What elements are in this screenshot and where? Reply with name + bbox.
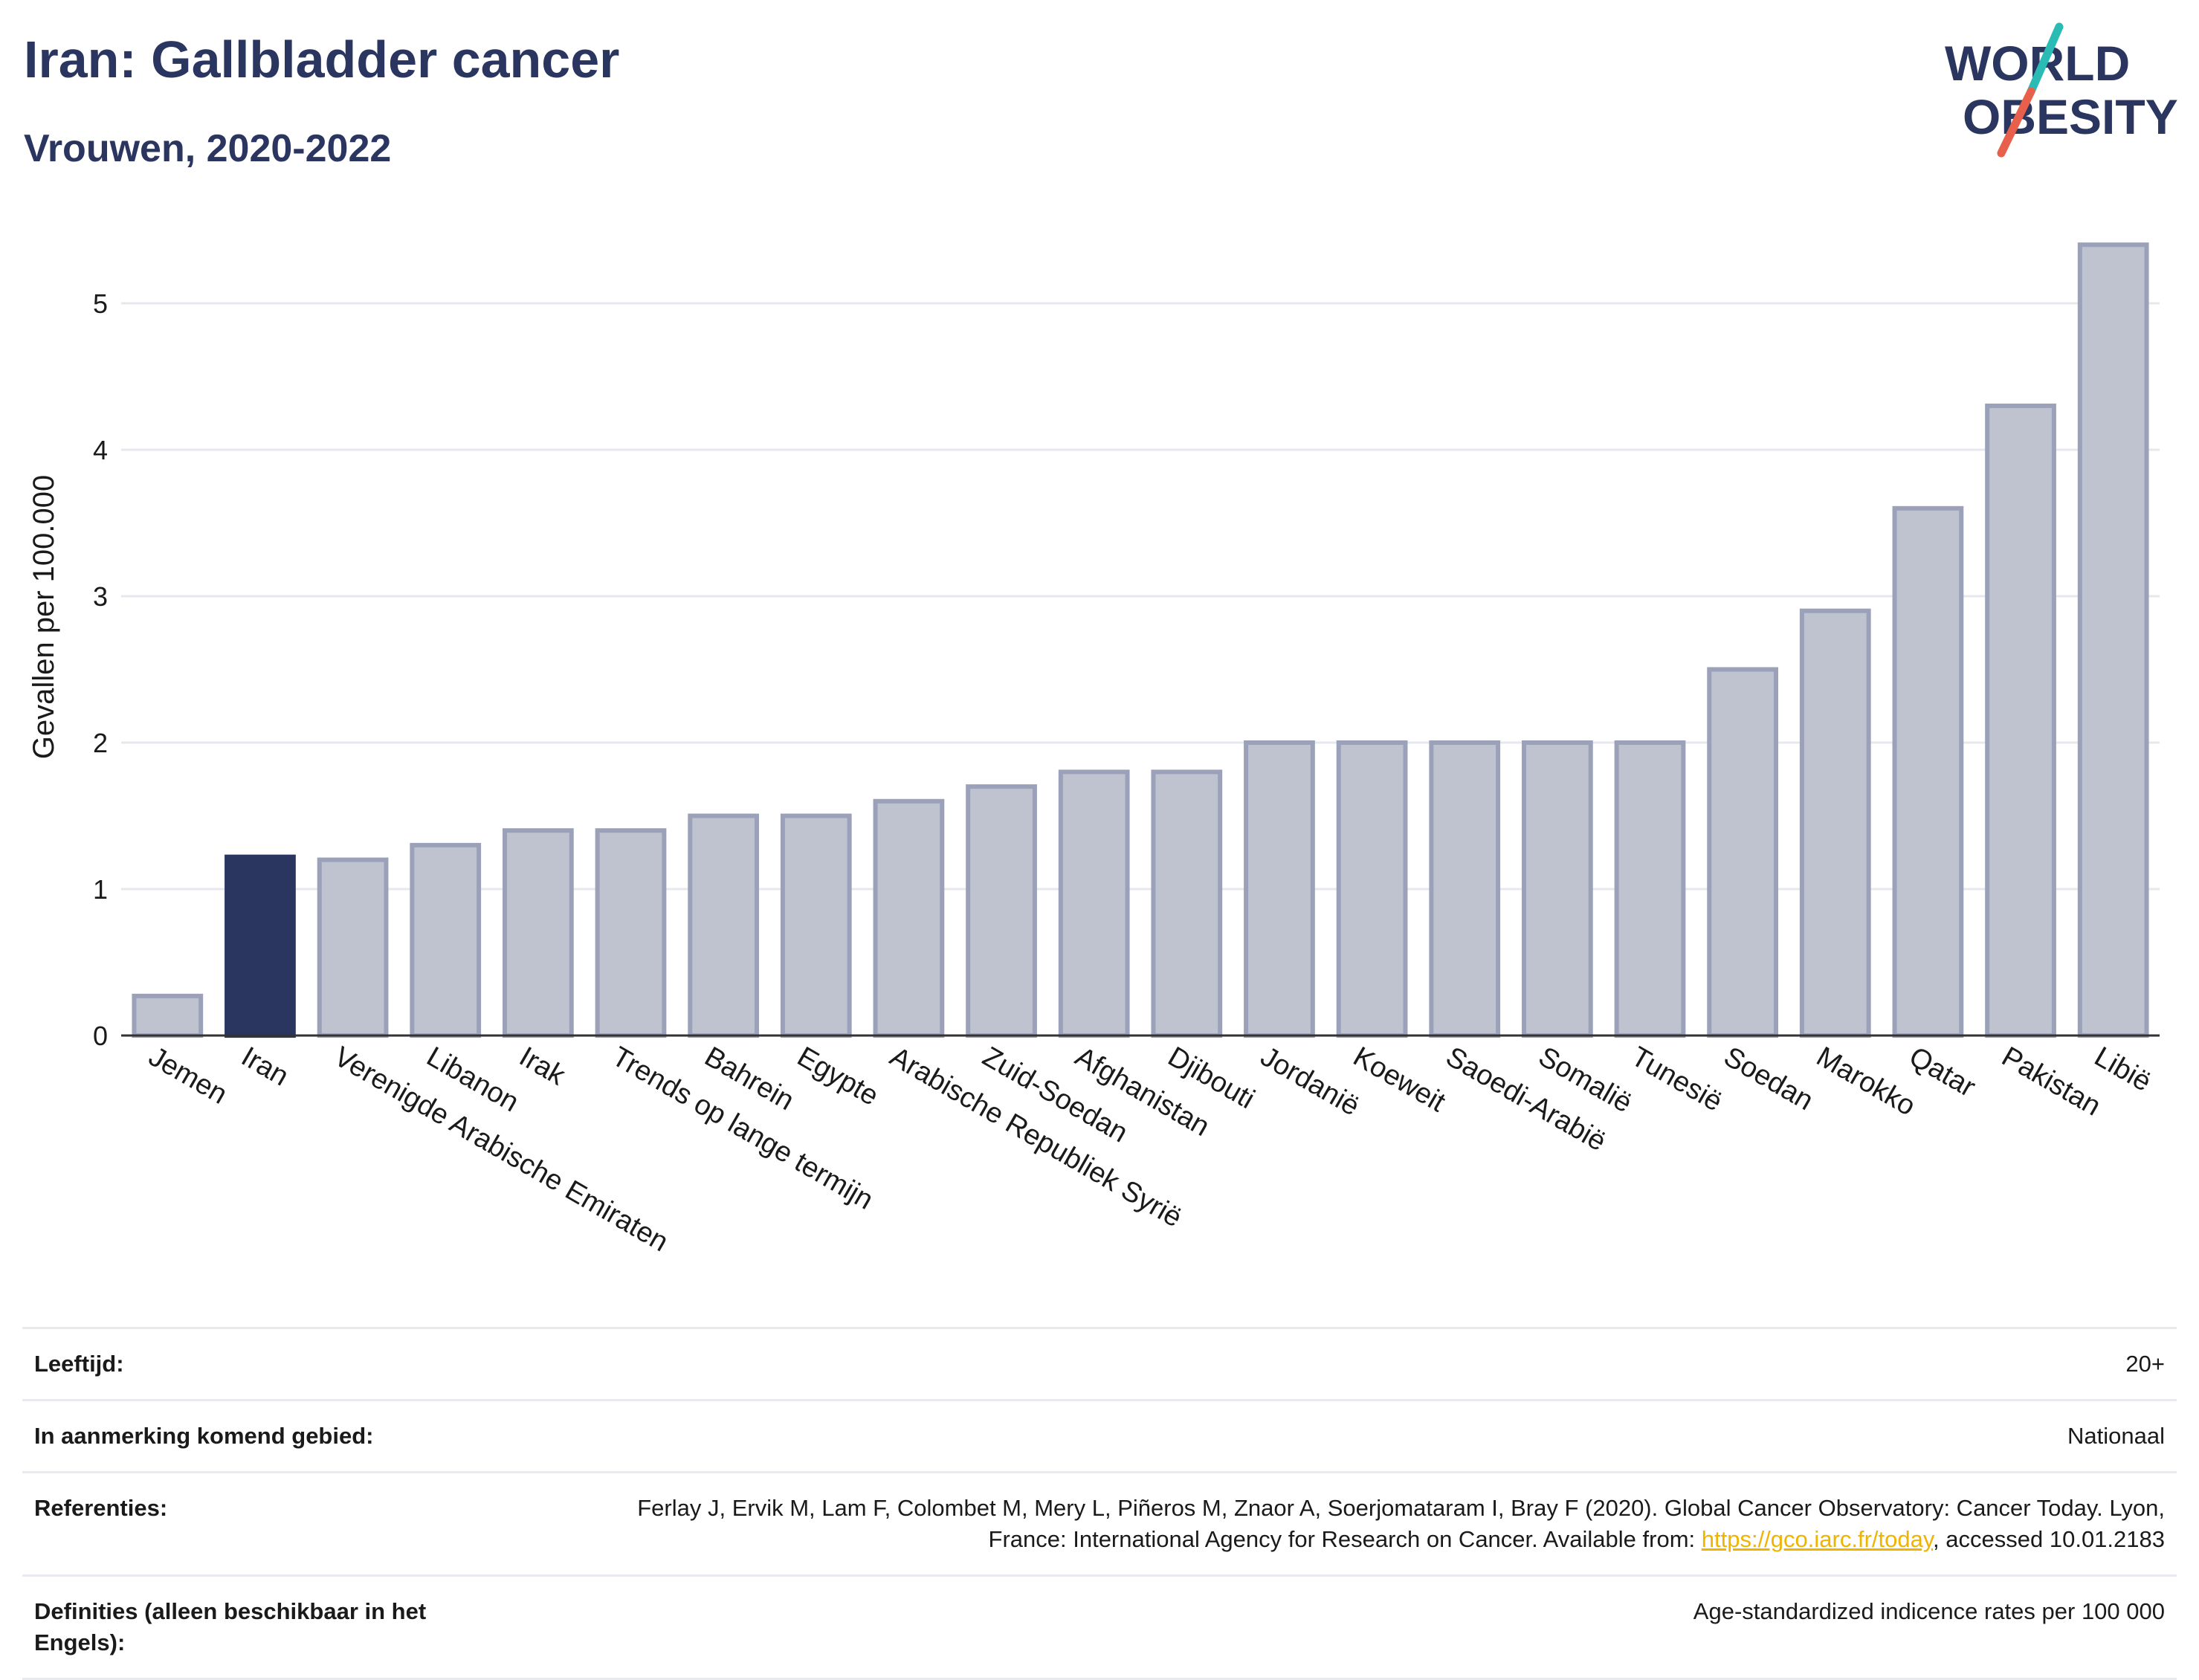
bar-chart: 0 1 2 3 4 5 Jemen Iran Verenigde Arabische Emir…: [28, 242, 2160, 1258]
info-label: Leeftijd:: [34, 1351, 124, 1377]
info-row-references: Referenties: Ferlay J, Ervik M, Lam F, C…: [22, 1471, 2177, 1574]
x-axis-labels: Jemen Iran Verenigde Arabische EmiratenLib…: [143, 1041, 2157, 1258]
bar-irak: [502, 828, 574, 1038]
x-tick-label: Tunesië: [1626, 1041, 1728, 1117]
bar-tunesi-: [1614, 740, 1686, 1038]
bar-koeweit: [1336, 740, 1408, 1038]
info-value: Ferlay J, Ervik M, Lam F, Colombet M, Me…: [566, 1493, 2165, 1555]
bar-zuid-soedan: [966, 784, 1037, 1038]
info-row-definitions: Definities (alleen beschikbaar in het En…: [22, 1574, 2177, 1680]
y-tick-label: 1: [93, 874, 108, 905]
logo-slash-red: [1997, 87, 2035, 158]
bar-libi-: [2077, 242, 2149, 1038]
x-tick-label: Jordanië: [1255, 1041, 1364, 1122]
bar-arabische-republiek-syri-: [873, 798, 945, 1038]
y-axis-label: Gevallen per 100.000: [28, 475, 60, 760]
y-tick-label: 2: [93, 728, 108, 758]
bar-soedan: [1707, 667, 1779, 1038]
info-label: In aanmerking komend gebied:: [34, 1423, 374, 1449]
x-tick-label: Koeweit: [1348, 1041, 1450, 1118]
chart-subtitle: Vrouwen, 2020-2022: [24, 127, 392, 170]
x-tick-label: Libië: [2089, 1041, 2157, 1098]
bar-libanon: [410, 842, 482, 1038]
x-tick-label: Jemen: [143, 1041, 233, 1110]
bar-marokko: [1799, 608, 1871, 1038]
reference-text: Ferlay J, Ervik M, Lam F, Colombet M, Me…: [637, 1495, 2165, 1552]
info-value: 20+: [2125, 1351, 2165, 1377]
info-value: Nationaal: [2067, 1423, 2165, 1449]
bar-trends-op-lange-termijn: [595, 828, 667, 1038]
x-tick-label: Iran: [236, 1041, 294, 1092]
y-tick-label: 4: [93, 435, 108, 465]
bar-iran: [225, 854, 296, 1038]
info-row-age: Leeftijd: 20+: [22, 1327, 2177, 1399]
bar-jemen: [132, 993, 204, 1038]
bar-saoedi-arabi-: [1429, 740, 1501, 1038]
bar-bahrein: [688, 813, 760, 1038]
reference-text-end: , accessed 10.01.2183: [1933, 1526, 2165, 1552]
info-table: Leeftijd: 20+ In aanmerking komend gebie…: [22, 1327, 2177, 1680]
bar-egypte: [780, 813, 852, 1038]
logo-word-obesity: OBESITY: [1963, 89, 2178, 144]
bar-qatar: [1892, 505, 1964, 1038]
info-row-area: In aanmerking komend gebied: Nationaal: [22, 1399, 2177, 1471]
x-tick-label: Pakistan: [1997, 1041, 2106, 1122]
logo-slash-teal: [2027, 22, 2064, 96]
info-value: Age-standardized indicence rates per 100…: [1693, 1598, 2165, 1624]
x-tick-label: Egypte: [792, 1041, 883, 1112]
reference-link[interactable]: https://gco.iarc.fr/today: [1701, 1526, 1934, 1552]
bars: [132, 242, 2149, 1038]
bar-verenigde-arabische-emiraten: [317, 857, 389, 1038]
x-tick-label: Marokko: [1811, 1041, 1920, 1122]
bar-jordani-: [1244, 740, 1315, 1038]
chart-title: Iran: Gallbladder cancer: [24, 30, 620, 88]
x-tick-label: Soedan: [1719, 1041, 1818, 1117]
bar-afghanistan: [1058, 769, 1130, 1038]
info-label: Definities (alleen beschikbaar in het En…: [34, 1598, 427, 1655]
x-tick-label: Irak: [514, 1041, 571, 1092]
bar-djibouti: [1151, 769, 1223, 1038]
bar-somali-: [1521, 740, 1593, 1038]
info-label: Referenties:: [34, 1495, 168, 1521]
y-tick-label: 3: [93, 581, 108, 612]
bar-pakistan: [1985, 403, 2056, 1038]
y-tick-label: 0: [93, 1021, 108, 1051]
y-axis-ticks: 0 1 2 3 4 5: [93, 288, 108, 1051]
x-tick-label: Saoedi-Arabië: [1441, 1041, 1612, 1157]
y-tick-label: 5: [93, 288, 108, 319]
world-obesity-logo: WORLD OBESITY: [1945, 22, 2178, 158]
